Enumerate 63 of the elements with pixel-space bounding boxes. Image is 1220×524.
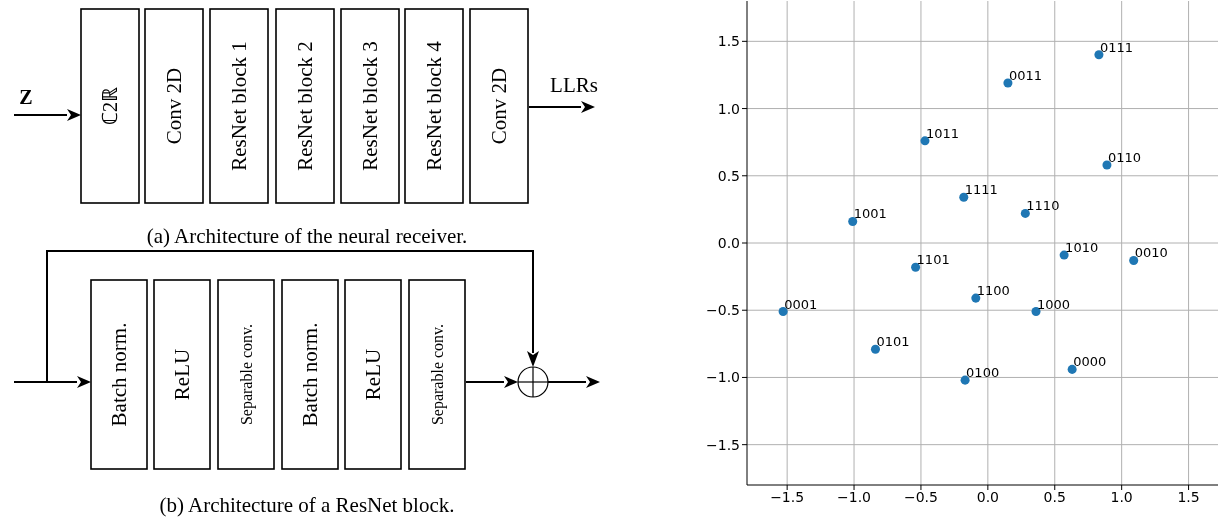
point bbox=[1102, 160, 1112, 170]
annotation: 1110 bbox=[1026, 198, 1060, 214]
point bbox=[1067, 364, 1077, 374]
x-tick-label: 0.5 bbox=[1043, 488, 1066, 505]
text: Separable conv. bbox=[237, 323, 256, 426]
point bbox=[778, 307, 788, 317]
annotation: 1111 bbox=[964, 182, 998, 198]
point bbox=[1094, 50, 1104, 60]
annotation: 0110 bbox=[1107, 150, 1142, 166]
x-tick-label: −0.5 bbox=[903, 488, 938, 505]
text: Z bbox=[19, 86, 33, 108]
annotation: 1011 bbox=[925, 125, 960, 141]
text: ResNet block 1 bbox=[227, 41, 251, 171]
point bbox=[959, 192, 969, 202]
x-tick-label: −1.5 bbox=[770, 488, 805, 505]
text: Batch norm. bbox=[107, 322, 131, 427]
point bbox=[1129, 255, 1139, 265]
annotation: 1000 bbox=[1037, 296, 1071, 312]
point bbox=[971, 293, 981, 303]
annotation: 0000 bbox=[1073, 354, 1107, 370]
y-tick-label: −1.0 bbox=[706, 369, 740, 386]
text: Separable conv. bbox=[428, 323, 447, 426]
x-tick-label: 0.0 bbox=[976, 488, 999, 505]
x-tick-label: −1.0 bbox=[837, 488, 872, 505]
annotation: 0001 bbox=[784, 296, 818, 312]
point bbox=[1020, 208, 1030, 218]
annotation: 0011 bbox=[1008, 68, 1043, 84]
x-tick-label: 1.5 bbox=[1177, 488, 1200, 505]
y-tick-label: −0.5 bbox=[706, 302, 740, 319]
text: Conv 2D bbox=[487, 67, 511, 145]
annotation: 0100 bbox=[966, 365, 1000, 381]
y-tick-label: 0.0 bbox=[717, 234, 740, 251]
text: ReLU bbox=[170, 348, 194, 401]
text: Batch norm. bbox=[298, 322, 322, 427]
text: ResNet block 4 bbox=[422, 40, 446, 171]
annotation: 0101 bbox=[876, 334, 910, 350]
point bbox=[911, 262, 921, 272]
annotation: 1001 bbox=[853, 206, 887, 222]
annotation: 0010 bbox=[1134, 245, 1168, 261]
point bbox=[870, 344, 880, 354]
point bbox=[960, 375, 970, 385]
point bbox=[1031, 307, 1041, 317]
y-tick-label: −1.5 bbox=[706, 436, 740, 453]
point bbox=[848, 216, 858, 226]
text: LLRs bbox=[550, 73, 598, 97]
point bbox=[920, 136, 930, 146]
text: ℂ2ℝ bbox=[98, 86, 122, 126]
text: ResNet block 3 bbox=[358, 41, 382, 171]
y-tick-label: 1.5 bbox=[717, 33, 740, 50]
text: ResNet block 2 bbox=[293, 41, 317, 171]
point bbox=[1003, 78, 1013, 88]
text: Conv 2D bbox=[162, 67, 186, 145]
x-tick-label: 1.0 bbox=[1110, 488, 1133, 505]
annotation: 1101 bbox=[916, 252, 950, 268]
text: (b) Architecture of a ResNet block. bbox=[159, 493, 455, 517]
point bbox=[1059, 250, 1069, 260]
text: (a) Architecture of the neural receiver. bbox=[146, 224, 468, 248]
y-tick-label: 0.5 bbox=[717, 167, 740, 184]
text: ReLU bbox=[361, 348, 385, 401]
annotation: 1100 bbox=[976, 283, 1010, 299]
y-tick-label: 1.0 bbox=[717, 100, 740, 117]
annotation: 1010 bbox=[1065, 240, 1099, 256]
annotation: 0111 bbox=[1099, 39, 1134, 55]
